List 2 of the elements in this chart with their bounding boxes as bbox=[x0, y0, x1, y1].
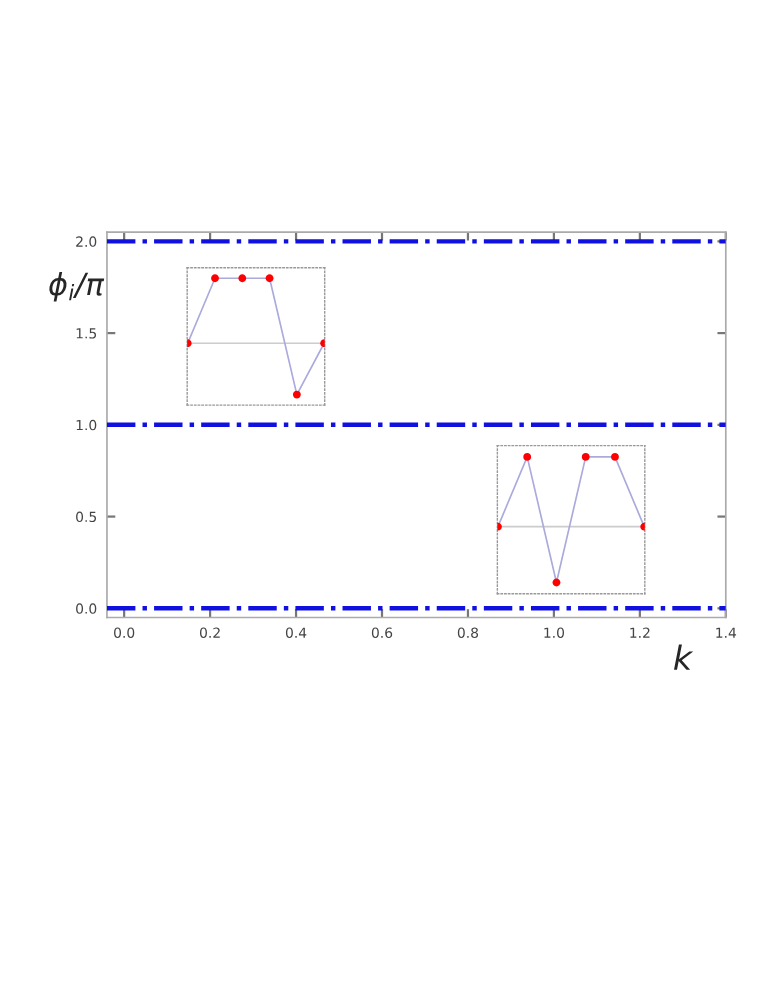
y-axis-title: ϕ$_{i}$/π bbox=[49, 271, 105, 302]
x-axis-title: k bbox=[674, 644, 694, 670]
